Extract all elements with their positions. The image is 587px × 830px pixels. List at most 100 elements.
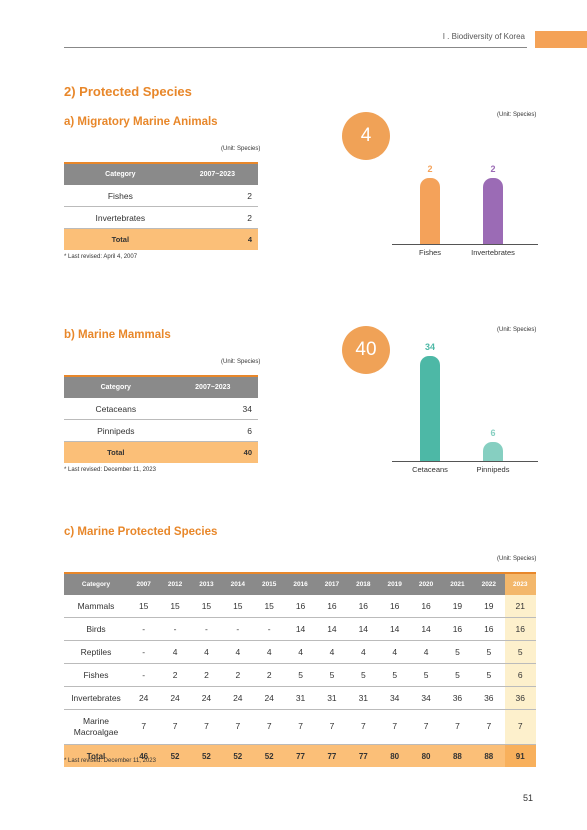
table-row: Reptiles -4 4 4 4 4 4 4 4 4 5 5 5: [64, 640, 536, 664]
cell-value: 16: [441, 617, 474, 641]
cell-value: 16: [316, 595, 348, 618]
cell-value: 7: [379, 709, 411, 745]
cell-value: 16: [410, 595, 442, 618]
cell-value: -: [190, 617, 223, 641]
cell-value: 7: [441, 709, 474, 745]
cell-value: 15: [190, 595, 223, 618]
cell-value: 2: [253, 663, 285, 687]
cell-value: 15: [222, 595, 254, 618]
cell-value: 16: [284, 595, 317, 618]
total-value: 77: [284, 744, 317, 767]
cell-value: 6: [504, 663, 536, 687]
page-title: 2) Protected Species: [64, 84, 192, 99]
table-row: Cetaceans 34: [64, 398, 258, 420]
cell-value: 4: [379, 640, 411, 664]
cell-value: 2: [159, 663, 191, 687]
cell-value: 7: [473, 709, 505, 745]
row-value: 2: [176, 206, 258, 229]
section-a-title: a) Migratory Marine Animals: [64, 116, 218, 128]
cell-value: 4: [284, 640, 317, 664]
cell-value: 31: [347, 686, 379, 710]
total-value: 52: [159, 744, 191, 767]
cell-value: -: [159, 617, 191, 641]
total-value: 4: [176, 228, 258, 250]
cell-value: 5: [379, 663, 411, 687]
total-value: 40: [167, 441, 258, 463]
cell-value: 19: [473, 595, 505, 618]
section-a-table-unit: (Unit: Species): [221, 146, 261, 152]
chapter-header: I . Biodiversity of Korea: [442, 32, 525, 41]
cell-value: 4: [253, 640, 285, 664]
cell-value: 15: [253, 595, 285, 618]
protected-species-table: Category 2007 2012 2013 2014 2015 2016 2017 2018…: [64, 572, 536, 767]
total-value: 52: [222, 744, 254, 767]
cell-value: 7: [190, 709, 223, 745]
cell-value: 7: [253, 709, 285, 745]
cell-value: 7: [504, 709, 536, 745]
row-category: Fishes: [64, 663, 128, 687]
bar-value-label: 6: [490, 428, 496, 439]
row-category: Fishes: [64, 185, 177, 207]
table-row: Invertebrates 2: [64, 206, 258, 229]
cell-value: 5: [441, 640, 474, 664]
cell-value: 19: [441, 595, 474, 618]
cell-value: 15: [159, 595, 191, 618]
section-c-note: * Last revised: December 11, 2023: [64, 758, 156, 764]
section-b-table-unit: (Unit: Species): [221, 359, 261, 365]
cell-value: 21: [504, 595, 536, 618]
chapter-tab: [535, 31, 587, 48]
cell-value: 4: [159, 640, 191, 664]
bar-value-label: 2: [427, 164, 433, 174]
total-value: 46: [128, 744, 160, 767]
row-value: 6: [167, 419, 258, 442]
cell-value: 31: [284, 686, 317, 710]
header-year: 2023: [504, 572, 536, 595]
row-category: Reptiles: [64, 640, 128, 664]
bar-cetaceans: [420, 356, 440, 461]
header-year: 2016: [284, 572, 317, 595]
row-category: Mammals: [64, 595, 128, 618]
section-b-title: b) Marine Mammals: [64, 329, 171, 341]
cell-value: 24: [222, 686, 254, 710]
cell-value: 7: [347, 709, 379, 745]
header-year: 2020: [410, 572, 442, 595]
table-header-row: Category 2007 2012 2013 2014 2015 2016 2017 2018…: [64, 572, 536, 595]
total-label: Total: [64, 744, 128, 767]
row-category: Cetaceans: [64, 398, 168, 420]
cell-value: 34: [410, 686, 442, 710]
cell-value: 16: [504, 617, 536, 641]
cell-value: 7: [410, 709, 442, 745]
cell-value: 2: [222, 663, 254, 687]
cell-value: 14: [379, 617, 411, 641]
total-row: Total 46 52 52 52 52 77 77 77 80 80 88 88 91: [64, 744, 536, 767]
total-row: Total 4: [64, 228, 258, 250]
cell-value: 5: [473, 640, 505, 664]
header-category: Category: [64, 572, 128, 595]
cell-value: 5: [284, 663, 317, 687]
cell-value: 4: [222, 640, 254, 664]
cell-value: 36: [504, 686, 536, 710]
cell-value: 15: [128, 595, 160, 618]
total-label: Total: [64, 441, 168, 463]
header-category: Category: [64, 162, 177, 185]
header-divider: [64, 47, 527, 48]
row-value: 2: [176, 185, 258, 207]
row-category: Birds: [64, 617, 128, 641]
chart-migratory: 2 Fishes 2 Invertebrates: [392, 160, 538, 258]
cell-value: 16: [347, 595, 379, 618]
table-row: Fishes -2 2 2 2 5 5 5 5 5 5 5 6: [64, 663, 536, 687]
cell-value: 5: [441, 663, 474, 687]
cell-value: 7: [284, 709, 317, 745]
chart-mammals: 34 Cetaceans 6 Pinnipeds: [392, 338, 538, 475]
header-year: 2015: [253, 572, 285, 595]
cell-value: -: [128, 663, 160, 687]
table-row: Fishes 2: [64, 185, 258, 207]
header-year: 2018: [347, 572, 379, 595]
total-row: Total 40: [64, 441, 258, 463]
cell-value: -: [128, 640, 160, 664]
cell-value: 16: [379, 595, 411, 618]
row-category: Invertebrates: [64, 686, 128, 710]
header-year: 2021: [441, 572, 474, 595]
cell-value: 4: [190, 640, 223, 664]
header-period: 2007~2023: [167, 375, 258, 398]
